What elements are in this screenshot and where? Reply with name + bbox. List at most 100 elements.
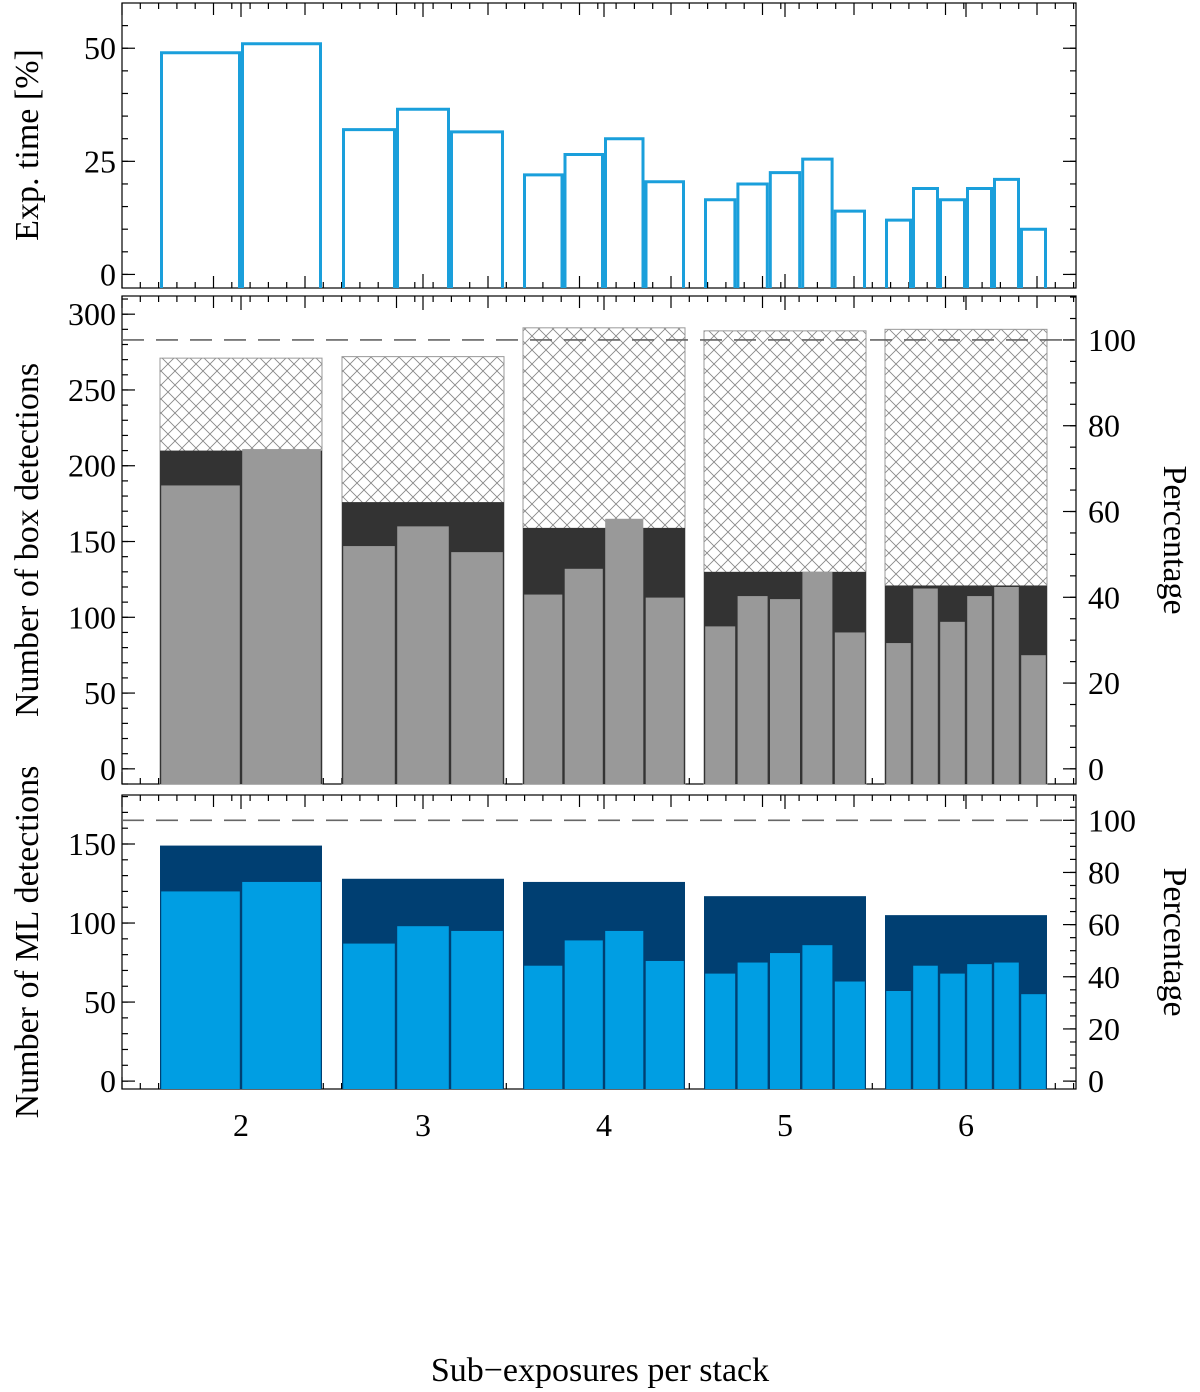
box-detections-axis-title: Number of box detections bbox=[9, 363, 46, 717]
sub-exposure-bar bbox=[524, 965, 563, 1089]
sub-exposure-bar bbox=[834, 981, 865, 1089]
stacked-total-bar bbox=[885, 585, 1047, 784]
sub-exposure-bar bbox=[524, 594, 563, 784]
panel-box-detections-bars bbox=[159, 327, 1048, 785]
sub-exposure-bar bbox=[645, 597, 684, 784]
exposure-time-bar bbox=[523, 173, 564, 288]
percentage-tick-label: 60 bbox=[1088, 494, 1120, 530]
exposure-time-bar bbox=[604, 137, 645, 288]
exposure-time-bar bbox=[241, 42, 322, 288]
exposure-time-bar bbox=[801, 157, 834, 288]
sub-exposure-bar bbox=[913, 965, 938, 1089]
stacked-total-bar bbox=[885, 915, 1047, 1089]
exposure-time-bar bbox=[160, 51, 241, 288]
y-tick-label: 50 bbox=[84, 984, 116, 1020]
exposure-time-bar bbox=[1020, 227, 1047, 288]
x-tick-label: 4 bbox=[596, 1107, 612, 1143]
sub-exposure-bar bbox=[564, 568, 603, 784]
y-tick-label: 0 bbox=[100, 1063, 116, 1099]
sub-exposure-bar bbox=[242, 881, 321, 1089]
x-tick-labels: 2 3 4 5 6 bbox=[233, 1107, 974, 1143]
sub-exposure-bar bbox=[967, 964, 992, 1089]
sub-exposure-bar bbox=[834, 632, 865, 784]
sub-exposure-bar bbox=[564, 940, 603, 1089]
sub-exposure-bar bbox=[343, 943, 395, 1089]
exposure-time-bar bbox=[833, 209, 866, 288]
sub-exposure-bar bbox=[451, 552, 503, 784]
sub-exposure-bar bbox=[770, 599, 800, 784]
sub-exposure-bar bbox=[886, 991, 911, 1089]
sub-exposure-bar bbox=[705, 973, 736, 1089]
sub-exposure-bar bbox=[737, 962, 768, 1089]
sub-exposure-bar bbox=[940, 621, 965, 784]
panel-ml-detections-ticks: 0 50 100 150 0 20 40 60 80 100 bbox=[68, 795, 1136, 1099]
y-tick-label: 250 bbox=[68, 372, 116, 408]
exposure-time-bar bbox=[563, 153, 604, 288]
box-detections-percentage-title: Percentage bbox=[1156, 465, 1193, 614]
exposure-time-bar bbox=[736, 182, 769, 288]
y-tick-label: 150 bbox=[68, 826, 116, 862]
sub-exposure-bar bbox=[645, 960, 684, 1089]
percentage-tick-label: 100 bbox=[1088, 802, 1136, 838]
sub-exposure-bar bbox=[1021, 994, 1046, 1089]
panel-exposure-time-frame bbox=[121, 2, 1077, 289]
panel-exposure-time-ticks: 0 25 50 bbox=[84, 3, 1076, 292]
sub-exposure-bar bbox=[397, 526, 449, 784]
sub-exposure-bar bbox=[705, 626, 736, 784]
y-tick-label: 200 bbox=[68, 448, 116, 484]
y-tick-label: 150 bbox=[68, 524, 116, 560]
exposure-time-bar bbox=[912, 186, 939, 288]
panel-ml-detections-bars bbox=[160, 845, 1047, 1089]
ml-detections-axis-title: Number of ML detections bbox=[9, 766, 46, 1119]
exposure-time-bar bbox=[939, 198, 966, 288]
percentage-tick-label: 40 bbox=[1088, 959, 1120, 995]
sub-exposure-bar bbox=[886, 643, 911, 784]
y-tick-label: 50 bbox=[84, 675, 116, 711]
exposure-time-bar bbox=[342, 128, 396, 288]
panel-box-detections: 0 50 100 150 200 250 300 0 20 40 60 80 100 Number of… bbox=[9, 295, 1193, 787]
y-tick-label: 50 bbox=[84, 30, 116, 66]
ml-detections-percentage-title: Percentage bbox=[1156, 867, 1193, 1016]
sub-exposure-bar bbox=[397, 926, 449, 1089]
y-tick-label: 100 bbox=[68, 905, 116, 941]
sub-exposure-bar bbox=[940, 973, 965, 1089]
sub-exposure-bar bbox=[242, 449, 321, 784]
percentage-tick-label: 60 bbox=[1088, 907, 1120, 943]
y-tick-label: 0 bbox=[100, 256, 116, 292]
exposure-time-bar bbox=[768, 171, 802, 288]
sub-exposure-bar bbox=[161, 891, 240, 1089]
exposure-time-bar bbox=[396, 107, 450, 288]
x-axis-title: Sub−exposures per stack bbox=[431, 1352, 769, 1389]
x-tick-label: 2 bbox=[233, 1107, 249, 1143]
exposure-time-bar bbox=[966, 186, 993, 288]
exposure-time-bar bbox=[885, 218, 912, 288]
sub-exposure-bar bbox=[994, 962, 1019, 1089]
sub-exposure-bar bbox=[802, 945, 833, 1089]
sub-exposure-bar bbox=[737, 596, 768, 784]
percentage-tick-label: 0 bbox=[1088, 1063, 1104, 1099]
sub-exposure-bar bbox=[343, 546, 395, 784]
sub-exposure-bar bbox=[605, 518, 644, 784]
panel-exposure-time-bars bbox=[160, 42, 1047, 288]
y-tick-label: 300 bbox=[68, 296, 116, 332]
percentage-tick-label: 80 bbox=[1088, 854, 1120, 890]
sub-exposure-bar bbox=[994, 586, 1019, 784]
percentage-tick-label: 0 bbox=[1088, 751, 1104, 787]
y-tick-label: 25 bbox=[84, 143, 116, 179]
x-tick-label: 5 bbox=[777, 1107, 793, 1143]
y-tick-label: 100 bbox=[68, 599, 116, 635]
sub-exposure-bar bbox=[802, 571, 833, 784]
x-tick-label: 6 bbox=[958, 1107, 974, 1143]
panel-exposure-time: 0 25 50 Exp. time [%] bbox=[9, 2, 1077, 292]
percentage-tick-label: 80 bbox=[1088, 408, 1120, 444]
x-tick-label: 3 bbox=[415, 1107, 431, 1143]
exposure-time-bar bbox=[644, 180, 685, 288]
sub-exposure-bar bbox=[161, 485, 240, 784]
sub-exposure-bar bbox=[913, 588, 938, 784]
sub-exposure-bar bbox=[967, 596, 992, 784]
exposure-time-bar bbox=[993, 177, 1020, 288]
panel-ml-detections: 0 50 100 150 0 20 40 60 80 100 2 3 4 5 6 Number of ML… bbox=[9, 766, 1193, 1389]
panel-box-detections-ticks: 0 50 100 150 200 250 300 0 20 40 60 80 100 bbox=[68, 296, 1136, 787]
percentage-tick-label: 20 bbox=[1088, 665, 1120, 701]
